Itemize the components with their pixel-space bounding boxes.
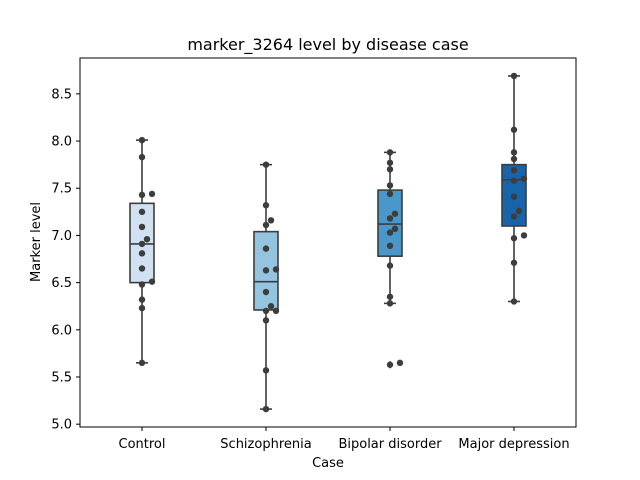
data-point [386, 190, 394, 198]
data-point [396, 359, 404, 367]
data-point [272, 266, 280, 273]
data-point [510, 126, 518, 133]
y-tick-label: 6.0 [51, 323, 72, 338]
data-point [386, 159, 394, 166]
data-point [520, 232, 528, 239]
y-axis-label: Marker level [29, 202, 44, 282]
data-point [138, 191, 146, 199]
data-point [386, 262, 394, 269]
data-point [262, 267, 270, 274]
data-point [143, 235, 151, 243]
data-point [510, 259, 518, 266]
data-point [510, 193, 518, 200]
data-point [138, 296, 146, 303]
data-point [262, 202, 270, 209]
data-point [262, 288, 270, 296]
data-point [138, 250, 146, 257]
data-point [391, 210, 399, 217]
data-point [138, 153, 146, 161]
data-point [386, 300, 394, 307]
data-point [148, 278, 156, 285]
data-point [510, 167, 518, 174]
data-point [262, 367, 270, 374]
data-point [386, 166, 394, 173]
data-point [510, 72, 518, 80]
x-axis: Control Schizophrenia Bipolar disorder Majo… [119, 427, 570, 452]
chart-title: marker_3264 level by disease case [187, 35, 468, 55]
data-point [262, 245, 270, 252]
x-tick-label: Schizophrenia [220, 437, 311, 452]
y-tick-label: 7.0 [51, 229, 72, 244]
data-point [510, 298, 518, 305]
data-point [510, 177, 518, 184]
data-point [262, 317, 270, 324]
data-point [386, 215, 394, 222]
data-point [515, 207, 523, 215]
data-point [138, 208, 146, 216]
data-point [138, 304, 146, 312]
data-point [138, 359, 146, 367]
data-point [510, 155, 518, 163]
data-point [386, 242, 394, 250]
data-point [138, 223, 146, 231]
data-point [510, 149, 518, 156]
x-tick-label: Bipolar disorder [338, 437, 442, 452]
y-tick-label: 5.5 [51, 370, 72, 385]
data-point [510, 213, 518, 220]
y-tick-label: 8.0 [51, 135, 72, 150]
data-point [272, 307, 280, 315]
y-tick-label: 6.5 [51, 276, 72, 291]
data-point [386, 361, 394, 368]
plot-area [129, 72, 528, 413]
data-point [520, 175, 528, 182]
x-axis-label: Case [312, 456, 344, 471]
plot-frame [79, 57, 577, 428]
data-point [386, 229, 394, 236]
data-point [510, 235, 518, 242]
data-point [138, 240, 146, 248]
data-point [386, 149, 394, 156]
data-point [138, 136, 146, 144]
data-point [262, 161, 270, 168]
y-tick-label: 8.5 [51, 87, 72, 102]
y-tick-label: 5.0 [51, 418, 72, 433]
x-tick-label: Major depression [458, 437, 569, 452]
data-point [262, 221, 270, 229]
data-point [391, 225, 399, 233]
data-point [262, 307, 270, 315]
y-tick-label: 7.5 [51, 182, 72, 197]
data-point [138, 265, 146, 272]
data-point [386, 182, 394, 189]
box-4 [501, 75, 527, 303]
x-tick-label: Control [119, 437, 166, 452]
data-point [138, 281, 146, 288]
data-point [267, 303, 275, 310]
data-point [386, 293, 394, 300]
y-axis: 5.0 5.5 6.0 6.5 7.0 7.5 8.0 8.5 [51, 87, 80, 433]
data-point [148, 190, 156, 198]
data-point [267, 217, 275, 224]
data-point [262, 405, 270, 413]
